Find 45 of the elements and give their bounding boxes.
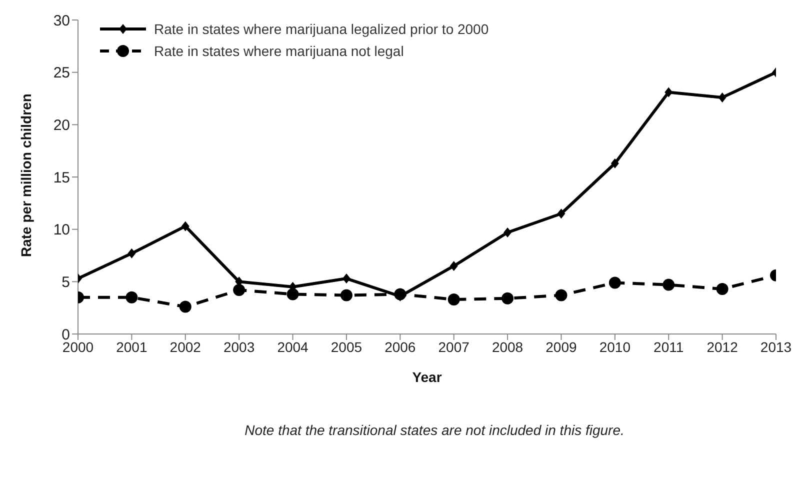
x-axis-title: Year — [412, 369, 442, 385]
point — [450, 260, 458, 271]
text: Note that the transitional states are not included in this figure. — [244, 422, 626, 438]
y-axis-title: Rate per million children — [18, 94, 34, 257]
point — [181, 221, 190, 232]
point — [557, 208, 566, 219]
point — [233, 284, 246, 296]
y-tick-label: 10 — [53, 222, 70, 239]
point — [555, 289, 568, 302]
point — [126, 291, 138, 304]
x-tick-label: 2001 — [116, 338, 148, 355]
y-tick-label: 30 — [53, 12, 70, 30]
x-tick-label: 2002 — [170, 338, 202, 355]
y-tick-label: 5 — [62, 274, 70, 291]
point — [342, 274, 350, 284]
x-tick-label: 2011 — [654, 338, 684, 355]
point — [664, 87, 673, 98]
point — [610, 158, 619, 168]
point — [662, 278, 675, 291]
point — [716, 282, 728, 295]
point — [128, 248, 136, 258]
x-tick-label: 2006 — [384, 338, 416, 355]
x-tick-label: 2005 — [330, 338, 362, 355]
point — [394, 288, 406, 300]
point — [179, 300, 192, 313]
legend-label: Rate in states where marijuana not legal — [154, 43, 404, 59]
x-tick-label: 2004 — [277, 338, 309, 355]
point — [504, 227, 512, 238]
point — [608, 276, 621, 289]
point — [448, 293, 460, 306]
y-tick-label: 15 — [53, 169, 70, 186]
point — [718, 92, 726, 102]
point — [502, 292, 514, 304]
x-tick-label: 2008 — [492, 338, 524, 355]
y-tick-label: 25 — [53, 64, 70, 82]
x-tick-label: 2003 — [224, 338, 255, 355]
legend-label: Rate in states where marijuana legalized prior to 2000 — [154, 21, 489, 37]
x-tick-label: 2013 — [760, 338, 792, 355]
point — [286, 288, 299, 300]
x-tick-label: 2007 — [438, 338, 470, 355]
x-tick-label: 2009 — [546, 338, 578, 355]
x-tick-label: 2010 — [599, 338, 631, 355]
x-tick-label: 2012 — [706, 338, 738, 355]
point — [340, 289, 352, 302]
y-tick-label: 20 — [53, 116, 70, 134]
